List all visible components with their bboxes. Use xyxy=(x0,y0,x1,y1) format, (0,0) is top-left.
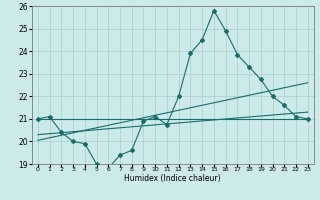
X-axis label: Humidex (Indice chaleur): Humidex (Indice chaleur) xyxy=(124,174,221,183)
